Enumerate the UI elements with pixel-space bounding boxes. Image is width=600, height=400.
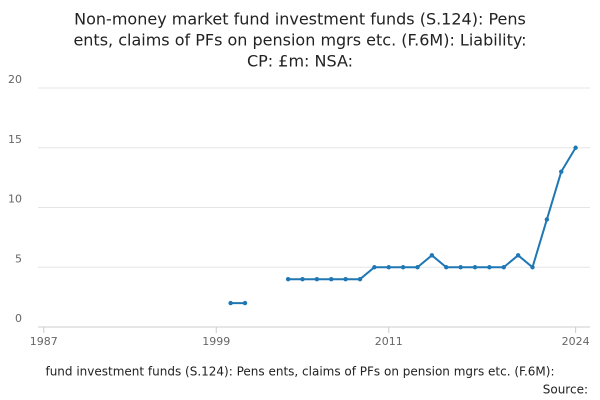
x-tick-label: 1987: [30, 335, 58, 348]
point: [573, 145, 578, 150]
x-tick-label: 2011: [375, 335, 403, 348]
point: [429, 253, 435, 258]
point: [314, 277, 320, 282]
point: [372, 265, 377, 270]
point: [458, 265, 463, 270]
point: [415, 265, 420, 270]
point: [300, 277, 305, 282]
y-tick-label: 0: [15, 312, 22, 325]
point: [357, 277, 363, 282]
point: [530, 265, 535, 270]
y-tick-label: 15: [8, 133, 22, 146]
point: [515, 253, 521, 258]
x-axis-label: fund investment funds (S.124): Pens ents…: [45, 365, 554, 379]
x-tick-label: 2024: [562, 335, 590, 348]
line: [230, 147, 577, 305]
point: [559, 169, 564, 174]
x-tick-label: 1999: [202, 335, 230, 348]
y-tick-label: 5: [15, 252, 22, 265]
point: [472, 265, 478, 270]
point: [400, 265, 406, 270]
chart-title: Non-money market fund investment funds (…: [74, 10, 526, 29]
point: [285, 277, 291, 282]
chart-title: ents, claims of PFs on pension mgrs etc.…: [73, 31, 526, 50]
point: [544, 217, 550, 222]
point: [228, 300, 233, 306]
point: [501, 265, 506, 270]
point: [386, 265, 391, 270]
point: [242, 300, 248, 306]
point: [329, 277, 334, 282]
chart-title: CP: £m: NSA:: [247, 52, 353, 71]
point: [343, 277, 348, 282]
source: Source:: [543, 383, 588, 397]
y-tick-label: 10: [8, 193, 22, 206]
point: [487, 265, 492, 270]
y-tick-label: 20: [8, 73, 22, 86]
point: [444, 265, 449, 270]
